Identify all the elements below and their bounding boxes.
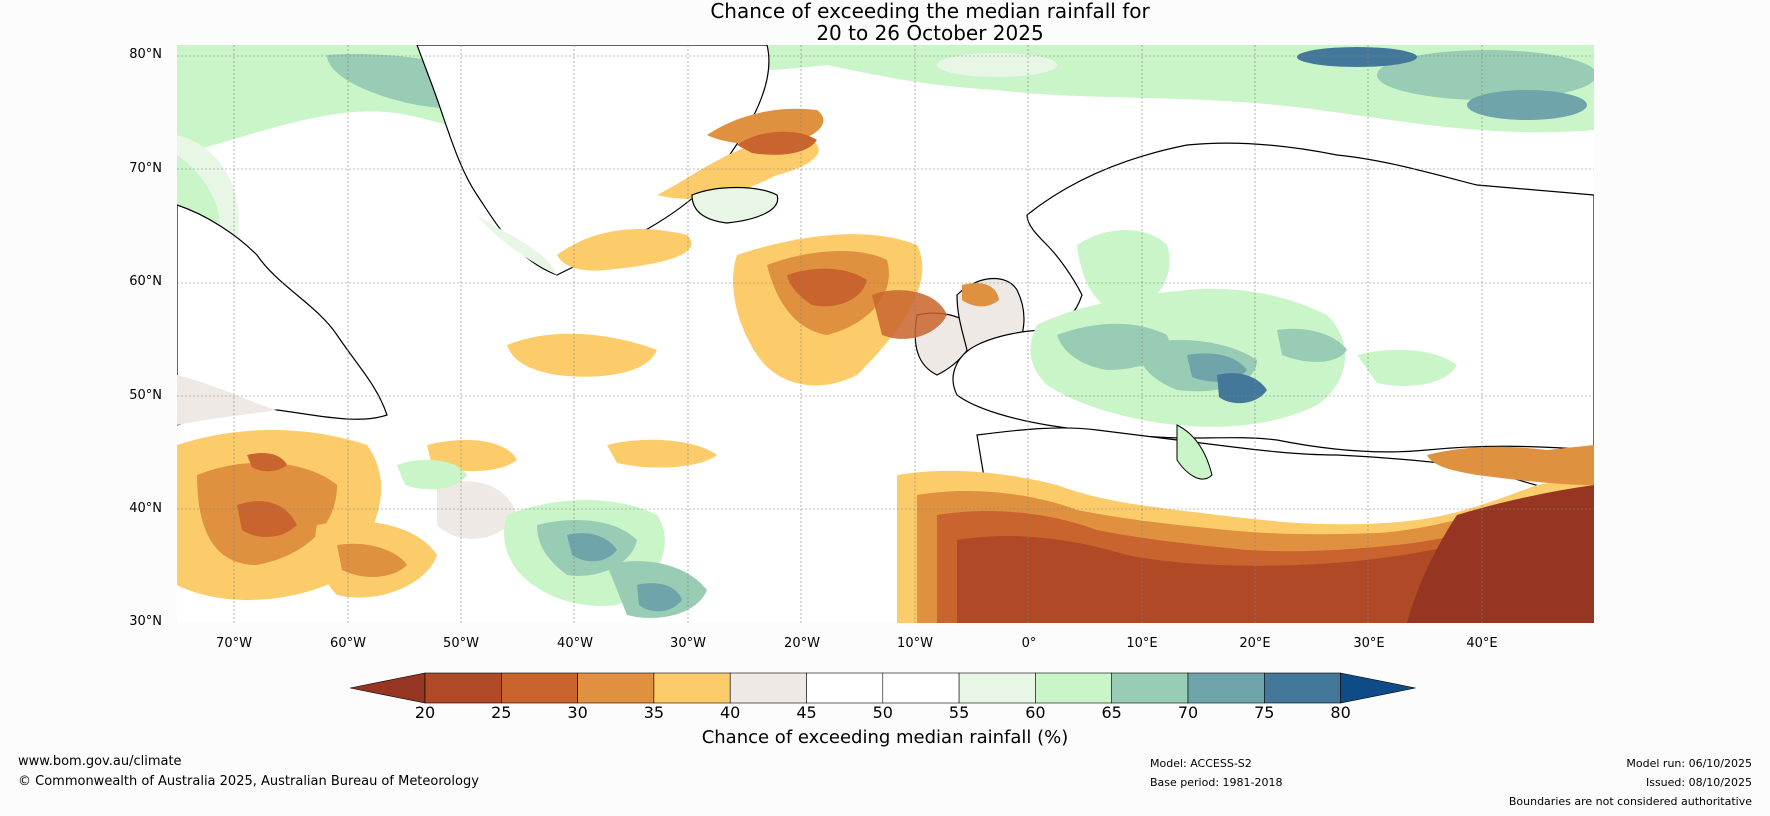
footer-disclaimer: Boundaries are not considered authoritat… <box>1508 795 1752 808</box>
colorbar-tick-60: 60 <box>1025 703 1046 722</box>
colorbar-segment-35-40 <box>653 672 731 704</box>
colorbar-label: Chance of exceeding median rainfall (%) <box>701 727 1069 748</box>
footer-website: www.bom.gov.au/climate <box>18 754 182 769</box>
colorbar-arrow-low <box>350 672 426 704</box>
colorbar-tick-40: 40 <box>720 703 741 722</box>
lon-label-30w: 30°W <box>670 636 706 651</box>
colorbar-segment-55-60 <box>958 672 1036 704</box>
atlantic-wet-patches <box>397 459 707 618</box>
lon-label-70w: 70°W <box>216 636 252 651</box>
lon-label-20w: 20°W <box>784 636 820 651</box>
colorbar-tick-55: 55 <box>948 703 970 722</box>
footer-issued: Issued: 08/10/2025 <box>1645 776 1752 789</box>
colorbar-tick-65: 65 <box>1101 703 1122 722</box>
north-africa-dry-area <box>897 445 1594 623</box>
lat-label-40n: 40°N <box>129 501 162 516</box>
arctic-wet-band <box>177 45 1594 133</box>
lat-label-70n: 70°N <box>129 161 162 176</box>
colorbar-tick-80: 80 <box>1330 703 1351 722</box>
footer-base-period: Base period: 1981-2018 <box>1150 776 1283 789</box>
footer-model-run: Model run: 06/10/2025 <box>1626 757 1752 770</box>
colorbar-segment-60-65 <box>1035 672 1113 704</box>
lon-label-0: 0° <box>1021 636 1037 651</box>
lat-label-60n: 60°N <box>129 274 162 289</box>
lat-label-80n: 80°N <box>129 47 162 62</box>
colorbar-segment-45-50 <box>806 672 884 704</box>
lon-label-10e: 10°E <box>1126 636 1158 651</box>
footer-copyright: © Commonwealth of Australia 2025, Austra… <box>18 774 479 789</box>
iceland-coastline <box>691 186 779 224</box>
lon-label-10w: 10°W <box>897 636 933 651</box>
colorbar-segment-50-55 <box>882 672 960 704</box>
lon-label-40e: 40°E <box>1466 636 1498 651</box>
colorbar-tick-45: 45 <box>796 703 817 722</box>
colorbar-tick-70: 70 <box>1177 703 1199 722</box>
footer-model: Model: ACCESS-S2 <box>1150 757 1252 770</box>
colorbar-segment-25-30 <box>501 672 578 704</box>
lat-label-50n: 50°N <box>129 388 162 403</box>
colorbar-segment-40-45 <box>729 672 807 704</box>
colorbar-segment-70-75 <box>1187 672 1265 704</box>
lon-label-60w: 60°W <box>330 636 366 651</box>
colorbar-segment-75-80 <box>1263 672 1341 704</box>
colorbar-tick-75: 75 <box>1254 703 1275 722</box>
lon-label-30e: 30°E <box>1353 636 1385 651</box>
lon-label-20e: 20°E <box>1239 636 1271 651</box>
colorbar <box>350 672 1416 704</box>
atlantic-dry-patches <box>177 108 923 600</box>
lon-label-40w: 40°W <box>557 636 593 651</box>
colorbar-tick-35: 35 <box>643 703 665 722</box>
graticule <box>177 45 1594 623</box>
colorbar-segment-65-70 <box>1111 672 1189 704</box>
map-title-line-1: Chance of exceeding the median rainfall … <box>710 0 1150 23</box>
colorbar-segment-20-25 <box>424 672 502 704</box>
colorbar-tick-50: 50 <box>872 703 893 722</box>
colorbar-tick-25: 25 <box>491 703 512 722</box>
lat-label-30n: 30°N <box>129 614 162 629</box>
rainfall-probability-map <box>177 45 1594 623</box>
central-europe-wet-area <box>1030 230 1457 427</box>
colorbar-arrow-high <box>1340 672 1416 704</box>
lon-label-50w: 50°W <box>443 636 479 651</box>
map-title-line-2: 20 to 26 October 2025 <box>816 21 1044 45</box>
colorbar-tick-20: 20 <box>414 703 436 722</box>
colorbar-segment-30-35 <box>577 672 655 704</box>
colorbar-tick-30: 30 <box>567 703 588 722</box>
